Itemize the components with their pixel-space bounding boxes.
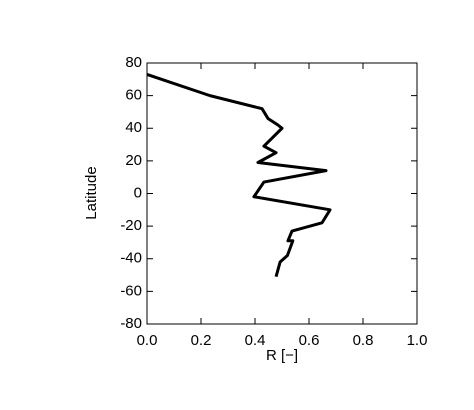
plot-frame: [146, 62, 418, 325]
x-tick-label: 0.2: [191, 332, 212, 349]
y-tick-label: -20: [120, 217, 142, 234]
x-axis-label: R [−]: [266, 347, 298, 364]
y-tick-label: -60: [120, 282, 142, 299]
x-tick-label: 0.4: [245, 332, 266, 349]
x-tick-label: 0.0: [137, 332, 158, 349]
x-tick-label: 0.8: [353, 332, 374, 349]
y-tick-label: 60: [125, 87, 142, 104]
y-axis-label: Latitude: [83, 166, 100, 219]
y-tick-label: 20: [125, 152, 142, 169]
y-tick-label: 80: [125, 54, 142, 71]
y-tick-label: -80: [120, 315, 142, 332]
y-tick-label: -40: [120, 250, 142, 267]
x-tick-label: 0.6: [299, 332, 320, 349]
y-tick-label: 0: [134, 184, 142, 201]
x-tick-label: 1.0: [407, 332, 428, 349]
y-tick-label: 40: [125, 119, 142, 136]
data-line: [146, 72, 332, 278]
